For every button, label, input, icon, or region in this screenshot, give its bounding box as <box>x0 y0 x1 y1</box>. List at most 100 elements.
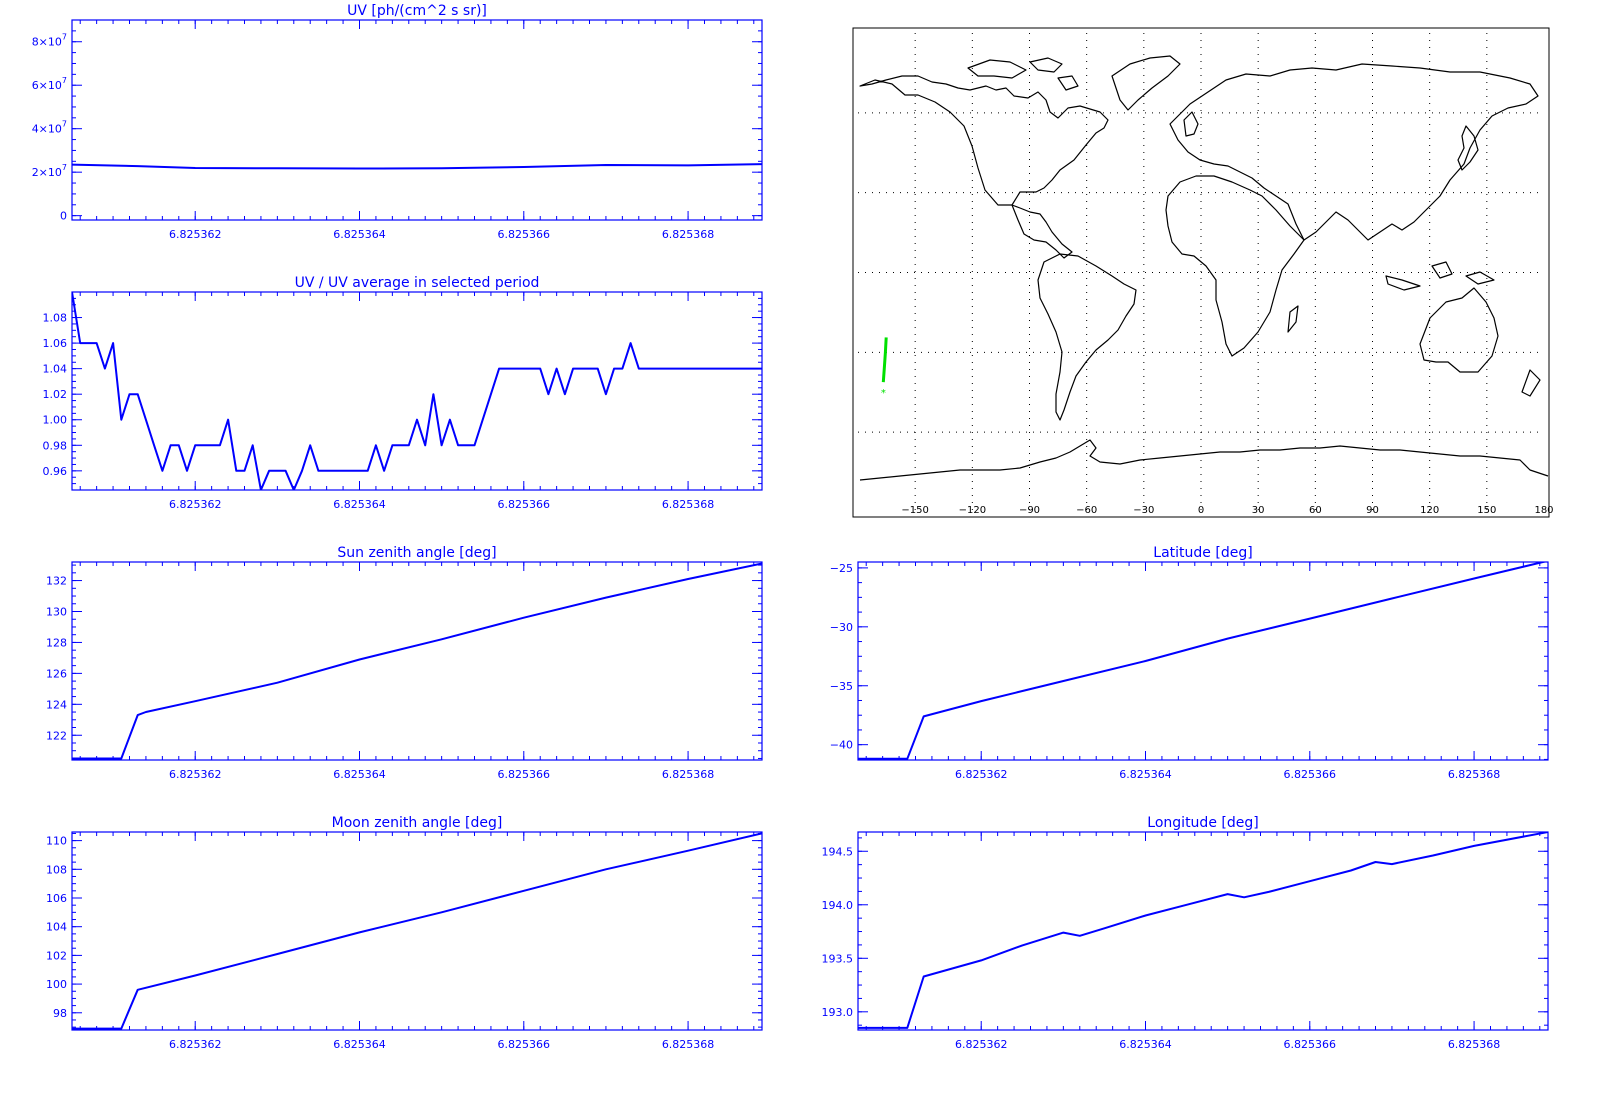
y-tick-mantissa: 194.5 <box>822 845 854 858</box>
map-graticule <box>858 33 1544 512</box>
x-tick-label: 6.825362 <box>169 498 222 511</box>
x-tick-label: 6.825364 <box>1119 768 1172 781</box>
coast-arctic-islands <box>967 57 1079 91</box>
x-tick-label: 6.825366 <box>1284 768 1337 781</box>
y-tick-mantissa: −40 <box>830 739 853 752</box>
y-tick-label: 0.96 <box>43 465 68 478</box>
y-tick-label: 194.0 <box>822 899 854 912</box>
x-tick-label: 6.825368 <box>1448 768 1501 781</box>
y-tick-mantissa: 126 <box>46 667 67 680</box>
y-tick-mantissa: −35 <box>830 680 853 693</box>
coast-greenland <box>1111 55 1181 111</box>
y-tick-mantissa: 1.06 <box>43 337 68 350</box>
y-tick-exponent: 7 <box>62 163 67 172</box>
y-tick-mantissa: 130 <box>46 606 67 619</box>
satellite-track: * <box>881 337 888 399</box>
y-tick-mantissa: 1.04 <box>43 363 68 376</box>
y-tick-label: 2×107 <box>32 163 67 179</box>
y-tick-mantissa: 1.02 <box>43 388 68 401</box>
uv-panel: UV [ph/(cm^2 s sr)] 6.825362 6.825364 6.825… <box>32 3 763 241</box>
y-tick-mantissa: 0 <box>60 210 67 223</box>
map-x-tick-label: 30 <box>1252 505 1265 516</box>
world-map: * −150 −120 −90 −60 −30 0 30 60 90 120 150 180 <box>852 27 1554 518</box>
y-tick-label: 110 <box>46 835 67 848</box>
coastlines <box>859 55 1549 481</box>
y-tick-label: 102 <box>46 949 67 962</box>
coast-australia <box>1419 287 1499 373</box>
y-tick-mantissa: −30 <box>830 621 853 634</box>
y-tick-label: −35 <box>830 680 853 693</box>
y-tick-label: 100 <box>46 978 67 991</box>
x-tick-label: 6.825366 <box>1284 1038 1337 1051</box>
y-tick-label: 106 <box>46 892 67 905</box>
y-tick-mantissa: 6×10 <box>32 79 62 92</box>
lon-title: Longitude [deg] <box>1147 815 1258 831</box>
sza-frame <box>71 561 763 761</box>
y-tick-mantissa: 193.5 <box>822 952 854 965</box>
map-x-tick-label: −150 <box>901 505 928 516</box>
uv-ratio-panel: UV / UV average in selected period 6.8253… <box>43 275 763 511</box>
y-tick-mantissa: 110 <box>46 835 67 848</box>
x-tick-label: 6.825368 <box>1448 1038 1501 1051</box>
satellite-track-line <box>881 337 888 383</box>
x-tick-label: 6.825362 <box>169 768 222 781</box>
y-tick-exponent: 7 <box>62 120 67 129</box>
map-x-tick-label: 0 <box>1198 505 1204 516</box>
y-tick-mantissa: 194.0 <box>822 899 854 912</box>
y-tick-label: 98 <box>53 1007 67 1020</box>
y-tick-mantissa: 106 <box>46 892 67 905</box>
y-tick-label: 4×107 <box>32 120 67 136</box>
coast-new-zealand <box>1521 369 1541 397</box>
y-tick-mantissa: 193.0 <box>822 1006 854 1019</box>
y-tick-label: −25 <box>830 562 853 575</box>
y-tick-label: 1.04 <box>43 363 68 376</box>
y-tick-label: 126 <box>46 667 67 680</box>
y-tick-label: 193.5 <box>822 952 854 965</box>
x-tick-label: 6.825364 <box>333 228 386 241</box>
y-tick-mantissa: 108 <box>46 863 67 876</box>
x-tick-label: 6.825362 <box>169 1038 222 1051</box>
ratio-title: UV / UV average in selected period <box>295 275 540 291</box>
x-tick-label: 6.825368 <box>662 1038 715 1051</box>
y-tick-exponent: 7 <box>62 76 67 85</box>
y-tick-label: 0 <box>60 210 67 223</box>
uv-frame <box>71 19 763 221</box>
y-tick-label: −30 <box>830 621 853 634</box>
x-tick-label: 6.825366 <box>498 498 551 511</box>
y-tick-label: 194.5 <box>822 845 854 858</box>
y-tick-label: 6×107 <box>32 76 67 92</box>
mza-title: Moon zenith angle [deg] <box>332 815 503 831</box>
sza-title: Sun zenith angle [deg] <box>337 545 496 561</box>
coast-antarctica <box>859 439 1549 481</box>
x-tick-label: 6.825362 <box>169 228 222 241</box>
coast-eurasia <box>1169 63 1539 241</box>
y-tick-label: −40 <box>830 739 853 752</box>
ratio-series-line <box>72 292 762 490</box>
map-x-tick-label: 60 <box>1309 505 1322 516</box>
y-tick-mantissa: 132 <box>46 575 67 588</box>
x-tick-label: 6.825362 <box>955 768 1008 781</box>
lon-series-line <box>858 832 1548 1029</box>
x-tick-label: 6.825368 <box>662 228 715 241</box>
map-x-tick-label: −120 <box>959 505 986 516</box>
mza-frame <box>71 831 763 1031</box>
latitude-panel: Latitude [deg] 6.825362 6.825364 6.825366 6.… <box>830 545 1549 781</box>
coast-japan <box>1457 125 1479 171</box>
lat-frame <box>857 561 1549 761</box>
y-tick-label: 1.08 <box>43 312 68 325</box>
y-tick-label: 122 <box>46 729 67 742</box>
y-tick-label: 193.0 <box>822 1006 854 1019</box>
coast-north-america <box>859 75 1109 206</box>
coast-central-america <box>1011 204 1073 259</box>
y-tick-mantissa: 0.98 <box>43 439 68 452</box>
y-tick-label: 124 <box>46 698 67 711</box>
y-tick-label: 1.00 <box>43 414 68 427</box>
uv-series-line <box>72 163 762 170</box>
x-tick-label: 6.825366 <box>498 228 551 241</box>
y-tick-label: 1.06 <box>43 337 68 350</box>
moon-zenith-panel: Moon zenith angle [deg] 6.825362 6.825364 6… <box>46 815 763 1051</box>
x-tick-label: 6.825364 <box>333 498 386 511</box>
map-x-tick-label: −60 <box>1076 505 1097 516</box>
sza-series-line <box>72 562 762 760</box>
uv-title: UV [ph/(cm^2 s sr)] <box>347 3 487 19</box>
